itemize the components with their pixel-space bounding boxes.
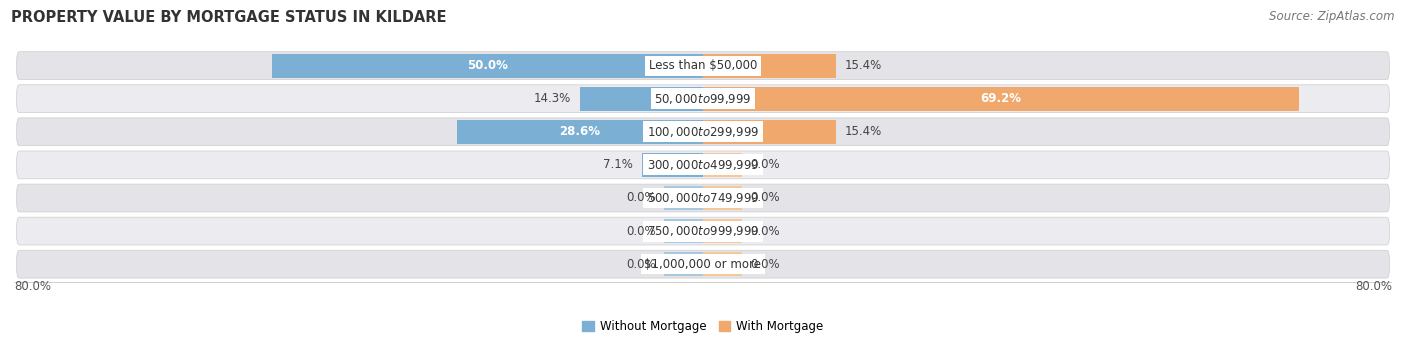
Text: $500,000 to $749,999: $500,000 to $749,999	[647, 191, 759, 205]
Text: 15.4%: 15.4%	[844, 125, 882, 138]
FancyBboxPatch shape	[17, 151, 1389, 179]
FancyBboxPatch shape	[17, 85, 1389, 113]
Bar	[273, 54, 703, 78]
Text: 0.0%: 0.0%	[626, 191, 655, 204]
FancyBboxPatch shape	[17, 217, 1389, 245]
Text: $50,000 to $99,999: $50,000 to $99,999	[654, 92, 752, 106]
FancyBboxPatch shape	[17, 250, 1389, 278]
Text: 69.2%: 69.2%	[980, 92, 1022, 105]
Text: 14.3%: 14.3%	[534, 92, 571, 105]
Text: 0.0%: 0.0%	[751, 258, 780, 271]
Text: Less than $50,000: Less than $50,000	[648, 59, 758, 72]
Bar	[664, 219, 703, 243]
Text: 80.0%: 80.0%	[14, 280, 51, 293]
Bar	[643, 153, 703, 177]
Bar	[664, 186, 703, 210]
Bar	[703, 120, 835, 144]
Bar	[703, 219, 742, 243]
Text: 0.0%: 0.0%	[626, 258, 655, 271]
Bar	[703, 153, 742, 177]
Text: 0.0%: 0.0%	[751, 158, 780, 171]
Bar	[579, 87, 703, 110]
Text: 0.0%: 0.0%	[751, 225, 780, 238]
Text: 50.0%: 50.0%	[467, 59, 508, 72]
Text: Source: ZipAtlas.com: Source: ZipAtlas.com	[1270, 10, 1395, 23]
Text: 0.0%: 0.0%	[626, 225, 655, 238]
Text: $100,000 to $299,999: $100,000 to $299,999	[647, 125, 759, 139]
Bar	[457, 120, 703, 144]
Bar	[664, 252, 703, 276]
Bar	[703, 54, 835, 78]
Text: 15.4%: 15.4%	[844, 59, 882, 72]
Text: $750,000 to $999,999: $750,000 to $999,999	[647, 224, 759, 238]
Legend: Without Mortgage, With Mortgage: Without Mortgage, With Mortgage	[578, 315, 828, 338]
FancyBboxPatch shape	[17, 52, 1389, 80]
Text: 7.1%: 7.1%	[603, 158, 633, 171]
Bar	[703, 252, 742, 276]
Bar	[703, 87, 1299, 110]
Text: $1,000,000 or more: $1,000,000 or more	[644, 258, 762, 271]
Text: 80.0%: 80.0%	[1355, 280, 1392, 293]
Bar	[703, 186, 742, 210]
FancyBboxPatch shape	[17, 184, 1389, 212]
Text: 0.0%: 0.0%	[751, 191, 780, 204]
Text: $300,000 to $499,999: $300,000 to $499,999	[647, 158, 759, 172]
Text: 28.6%: 28.6%	[560, 125, 600, 138]
Text: PROPERTY VALUE BY MORTGAGE STATUS IN KILDARE: PROPERTY VALUE BY MORTGAGE STATUS IN KIL…	[11, 10, 447, 25]
FancyBboxPatch shape	[17, 118, 1389, 146]
